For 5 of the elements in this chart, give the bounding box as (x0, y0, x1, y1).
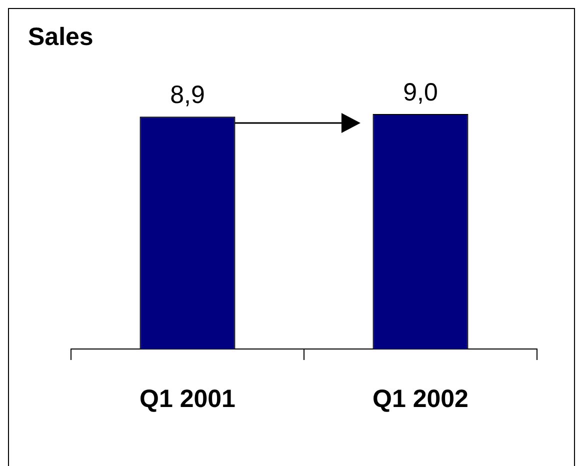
x-tick-label: Q1 2001 (140, 384, 236, 413)
data-label: 8,9 (170, 81, 205, 109)
x-tick-label: Q1 2002 (372, 384, 468, 413)
data-label: 9,0 (403, 78, 438, 106)
chart-title: Sales (28, 23, 94, 51)
